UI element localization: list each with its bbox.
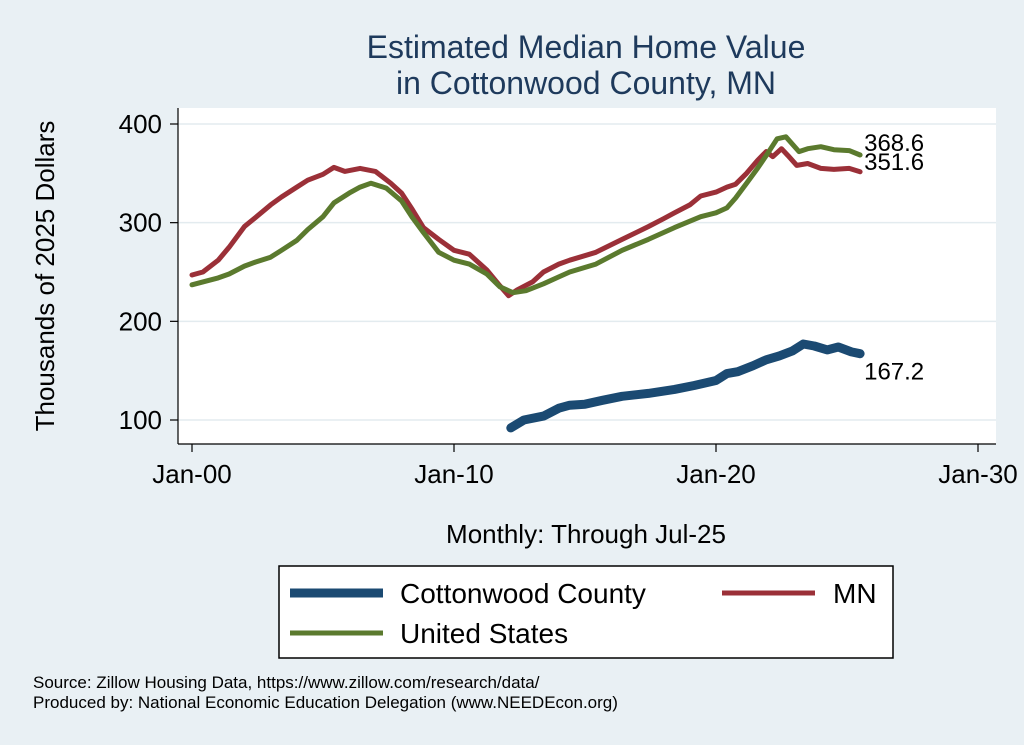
x-axis-label: Monthly: Through Jul-25: [446, 519, 726, 549]
x-tick-label: Jan-00: [152, 459, 232, 489]
source-note: Source: Zillow Housing Data, https://www…: [33, 673, 540, 692]
axes: 100 200 300 400 Jan-00 Jan-10 Jan-20 Jan-30: [119, 108, 1018, 489]
y-tick-label: 300: [119, 208, 162, 238]
chart-title-line-1: Estimated Median Home Value: [367, 29, 806, 65]
series-line-united-states: [189, 134, 863, 296]
legend-label: MN: [833, 578, 877, 609]
x-tick-label: Jan-30: [938, 459, 1018, 489]
end-value-label: 351.6: [864, 149, 924, 176]
y-tick-label: 200: [119, 306, 162, 336]
y-axis-label: Thousands of 2025 Dollars: [30, 121, 60, 432]
producer-note: Produced by: National Economic Education…: [33, 693, 618, 712]
legend-label: Cottonwood County: [400, 578, 646, 609]
chart-title-line-2: in Cottonwood County, MN: [396, 65, 776, 101]
x-tick-label: Jan-10: [414, 459, 494, 489]
legend-box: [278, 565, 894, 659]
end-value-label: 167.2: [864, 359, 924, 386]
end-value-label: 368.6: [864, 130, 924, 157]
x-tick-label: Jan-20: [676, 459, 756, 489]
y-tick-label: 400: [119, 109, 162, 139]
legend: Cottonwood County MN United States: [290, 578, 877, 649]
plot-area: [178, 108, 996, 444]
series-line-cottonwood-county: [506, 339, 865, 433]
series-lines: [189, 134, 865, 433]
y-tick-label: 100: [119, 405, 162, 435]
legend-label: United States: [400, 618, 568, 649]
